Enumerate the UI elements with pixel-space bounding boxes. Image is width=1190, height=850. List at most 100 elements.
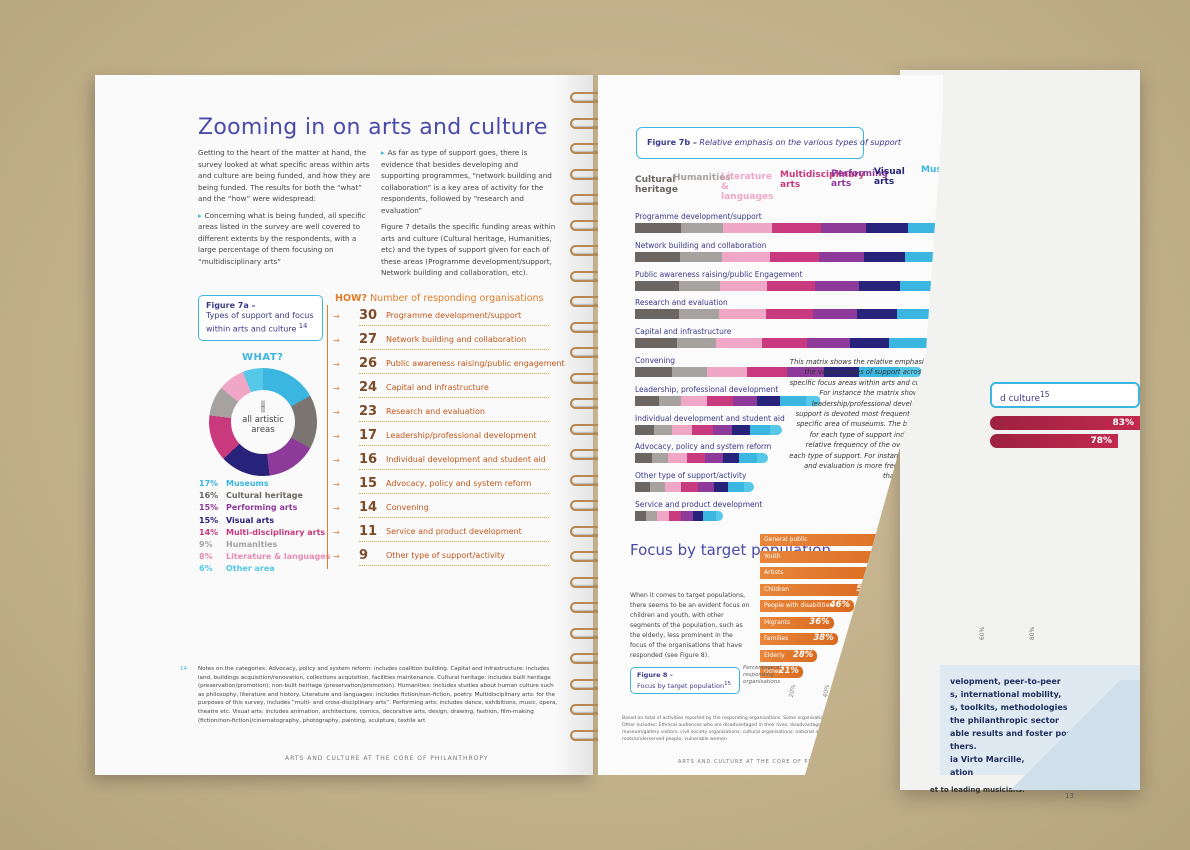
- axis-tick: 20%: [788, 683, 798, 699]
- population-label: People with disabilities: [764, 602, 833, 609]
- bar-segment: [807, 338, 850, 349]
- response-row: → 17 Leadership/professional development: [333, 428, 555, 448]
- bar-segment: [746, 367, 788, 377]
- legend-label: Other area: [226, 564, 275, 574]
- bar-segment: [650, 482, 665, 493]
- back-page-corner: [990, 680, 1140, 790]
- bar-segment: [863, 251, 906, 262]
- population-bar: Migrants 36%: [760, 616, 834, 629]
- legend-percent: 17%: [199, 479, 219, 488]
- bar-segment: [659, 395, 682, 406]
- dotted-divider: [359, 469, 549, 470]
- bar-segment: [757, 395, 780, 406]
- support-type-label: Capital and infrastructure: [635, 327, 732, 337]
- legend-item: 17% Museums: [199, 478, 330, 490]
- response-row: → 26 Public awareness raising/public engag…: [333, 356, 565, 376]
- left-page: Zooming in on arts and culture Getting t…: [95, 75, 593, 775]
- response-count: 26: [359, 356, 378, 371]
- bar-segment: [635, 338, 678, 349]
- bar-segment: [771, 223, 821, 233]
- category-header: Cultural heritage: [635, 175, 678, 195]
- legend-label: Literature & languages: [226, 552, 331, 562]
- bar-segment: [898, 367, 922, 377]
- legend-label: Visual arts: [226, 515, 275, 525]
- bar-segment: [713, 482, 728, 493]
- back-page-bar: 78%: [990, 434, 1118, 448]
- population-bar: Elderly 28%: [760, 649, 818, 662]
- bar-segment: [635, 395, 660, 406]
- category-header: Performing arts: [831, 168, 888, 189]
- response-row: → 23 Research and evaluation: [333, 404, 555, 424]
- intro-column: Getting to the heart of the matter at ha…: [198, 147, 373, 272]
- back-page-tick: 60%: [979, 626, 987, 641]
- response-label: Research and evaluation: [386, 407, 485, 416]
- population-value: 36%: [809, 616, 830, 627]
- population-label: Migrants: [764, 618, 791, 626]
- dotted-divider: [359, 421, 549, 422]
- legend-percent: 16%: [199, 491, 219, 501]
- footnotes: 14 Notes on the categories: Advocacy, po…: [180, 666, 558, 724]
- support-type-label: Service and product development: [635, 500, 763, 509]
- focus-text: When it comes to target populations, the…: [630, 592, 750, 659]
- response-count: 24: [359, 380, 378, 395]
- response-count: 17: [359, 428, 378, 443]
- legend-item: 6% Other area: [199, 563, 330, 575]
- legend-item: 15% Visual arts: [199, 515, 330, 527]
- bar-segment: [770, 251, 819, 262]
- support-type-bar: [635, 424, 782, 435]
- population-bar: Families 38%: [760, 633, 838, 645]
- bar-segment: [686, 453, 706, 464]
- support-type-bar: [635, 395, 821, 406]
- category-header: Literature & languages: [721, 171, 774, 202]
- figure-7a-caption: Figure 7a – Types of support and focus w…: [198, 295, 323, 341]
- quote-line: ia Virto Marcille,: [950, 755, 1025, 764]
- population-value: 28%: [792, 649, 814, 660]
- arrow-icon: →: [333, 504, 340, 513]
- bar-segment: [692, 424, 713, 435]
- bar-segment: [744, 482, 754, 493]
- bar-segment: [715, 511, 723, 521]
- bar-segment: [672, 367, 707, 377]
- bar-segment: [635, 511, 647, 521]
- category-header: Museums: [921, 165, 943, 175]
- support-type-label: Network building and collaboration: [635, 240, 767, 250]
- figure-8-caption: Figure 8 – Focus by target population15: [630, 667, 740, 694]
- back-page-footer: et to leading musicians.: [930, 786, 1025, 794]
- bar-segment: [813, 309, 857, 320]
- bar-segment: [899, 280, 943, 291]
- bar-segment: [761, 338, 808, 349]
- arrow-icon: →: [333, 408, 340, 417]
- response-row: → 14 Convening: [333, 500, 555, 520]
- category-header: Visual arts: [874, 167, 905, 187]
- bar-segment: [707, 395, 734, 406]
- response-row: → 11 Service and product development: [333, 524, 555, 544]
- support-type-bar: [635, 309, 943, 320]
- bar-segment: [681, 482, 699, 493]
- bar-segment: [824, 367, 859, 377]
- response-row: → 30 Programme development/support: [333, 308, 555, 328]
- axis-caption: Percentage of responding organisations: [743, 665, 782, 685]
- bar-segment: [705, 453, 723, 464]
- bar-segment: [749, 424, 771, 435]
- support-type-label: Individual development and student aid: [635, 413, 785, 423]
- response-row: → 9 Other type of support/activity: [333, 548, 555, 568]
- support-type-label: Leadership, professional development: [635, 384, 779, 394]
- quote-line: thers.: [950, 742, 977, 751]
- bar-segment: [820, 223, 866, 233]
- response-label: Individual development and student aid: [386, 455, 546, 464]
- arrow-icon: →: [333, 384, 340, 393]
- arrow-icon: →: [333, 528, 340, 537]
- response-count: 14: [359, 500, 378, 515]
- support-type-label: Programme development/support: [635, 212, 762, 221]
- bar-segment: [652, 453, 669, 464]
- donut-center: ⫲ all artistic areas: [231, 390, 295, 454]
- bar-segment: [866, 223, 908, 233]
- bar-segment: [680, 251, 722, 262]
- bar-segment: [635, 482, 651, 493]
- bar-segment: [766, 309, 814, 320]
- figure-paragraph: Figure 7 details the specific funding ar…: [381, 222, 556, 277]
- bar-segment: [692, 511, 704, 521]
- bar-segment: [856, 309, 898, 320]
- how-heading: HOW? Number of responding organisations: [335, 293, 544, 304]
- response-row: → 24 Capital and infrastructure: [333, 380, 555, 400]
